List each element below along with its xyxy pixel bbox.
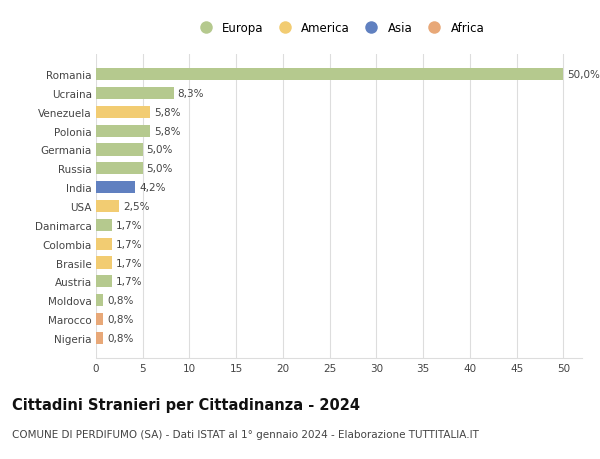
Text: 1,7%: 1,7% bbox=[116, 220, 142, 230]
Text: 1,7%: 1,7% bbox=[116, 258, 142, 268]
Text: 5,8%: 5,8% bbox=[154, 126, 181, 136]
Text: 8,3%: 8,3% bbox=[178, 89, 204, 99]
Text: 5,8%: 5,8% bbox=[154, 107, 181, 118]
Text: 1,7%: 1,7% bbox=[116, 239, 142, 249]
Bar bbox=[96, 69, 563, 81]
Text: COMUNE DI PERDIFUMO (SA) - Dati ISTAT al 1° gennaio 2024 - Elaborazione TUTTITAL: COMUNE DI PERDIFUMO (SA) - Dati ISTAT al… bbox=[12, 429, 479, 439]
Bar bbox=[96, 276, 112, 288]
Text: 0,8%: 0,8% bbox=[107, 314, 134, 325]
Bar bbox=[96, 182, 135, 194]
Bar bbox=[96, 294, 103, 307]
Legend: Europa, America, Asia, Africa: Europa, America, Asia, Africa bbox=[194, 22, 484, 34]
Bar bbox=[96, 332, 103, 344]
Text: 4,2%: 4,2% bbox=[139, 183, 166, 193]
Text: 50,0%: 50,0% bbox=[567, 70, 600, 80]
Text: 0,8%: 0,8% bbox=[107, 296, 134, 306]
Bar bbox=[96, 106, 150, 119]
Bar bbox=[96, 219, 112, 231]
Text: 2,5%: 2,5% bbox=[123, 202, 149, 212]
Bar bbox=[96, 201, 119, 213]
Bar bbox=[96, 238, 112, 250]
Bar bbox=[96, 125, 150, 137]
Bar bbox=[96, 144, 143, 156]
Bar bbox=[96, 257, 112, 269]
Text: 1,7%: 1,7% bbox=[116, 277, 142, 287]
Bar bbox=[96, 163, 143, 175]
Bar bbox=[96, 88, 173, 100]
Bar bbox=[96, 313, 103, 325]
Text: 5,0%: 5,0% bbox=[146, 164, 173, 174]
Text: 5,0%: 5,0% bbox=[146, 145, 173, 155]
Text: Cittadini Stranieri per Cittadinanza - 2024: Cittadini Stranieri per Cittadinanza - 2… bbox=[12, 397, 360, 412]
Text: 0,8%: 0,8% bbox=[107, 333, 134, 343]
